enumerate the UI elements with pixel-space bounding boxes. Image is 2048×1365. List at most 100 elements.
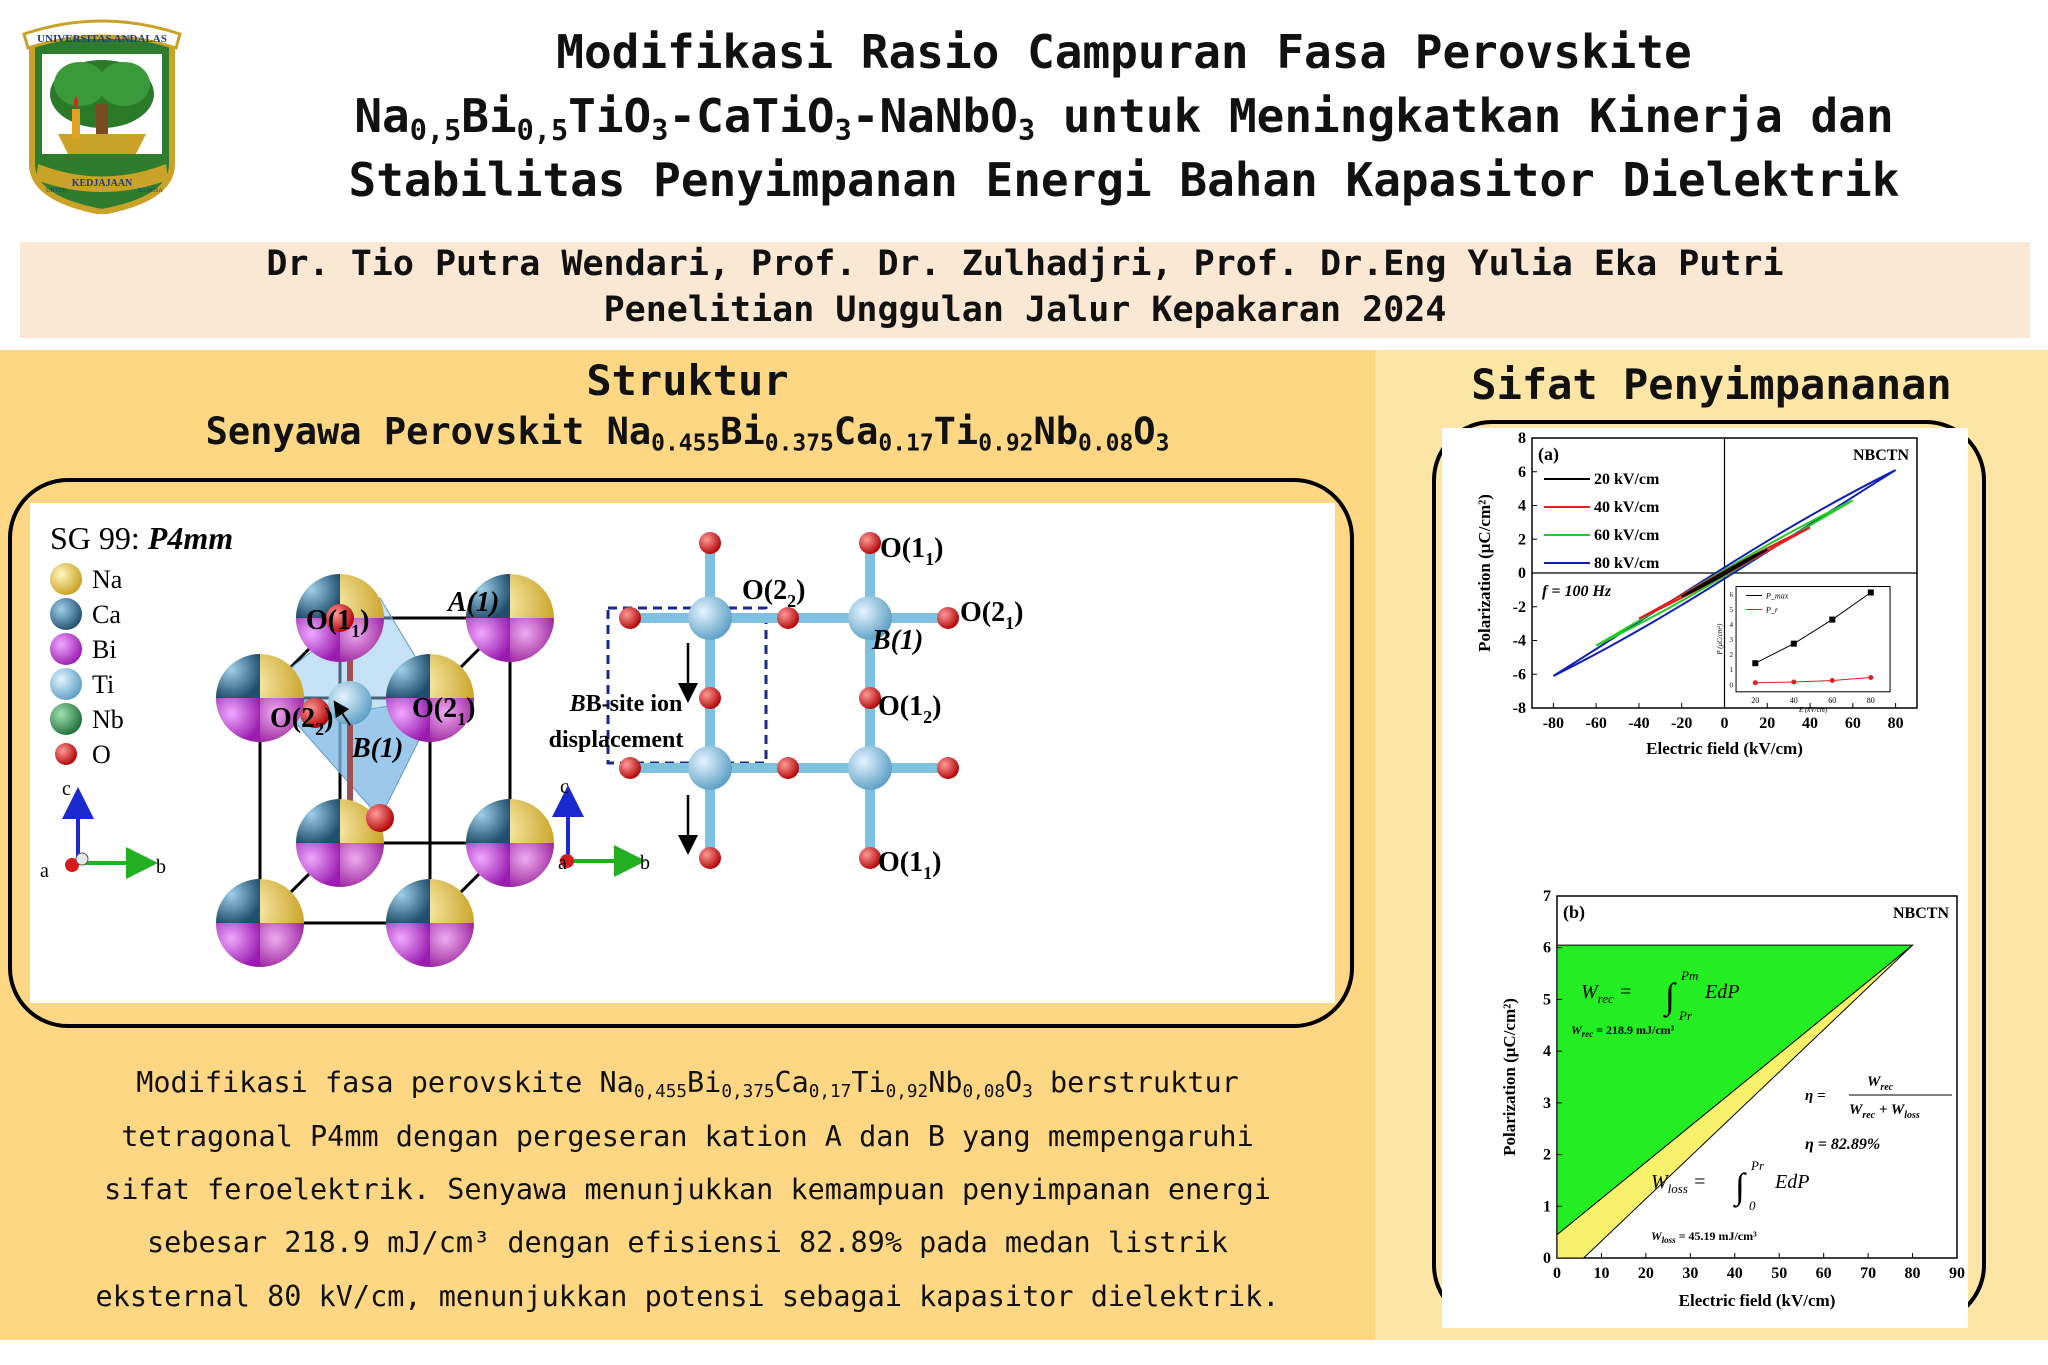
space-group-label: SG 99: P4mm	[50, 520, 233, 556]
chart-b-xtick: 50	[1771, 1265, 1787, 1282]
oxygen-atom	[937, 757, 959, 779]
chart-b-xlabel: Electric field (kV/cm)	[1679, 1291, 1836, 1310]
chart-a-legend-label: 40 kV/cm	[1594, 499, 1660, 516]
svg-text:B(1): B(1)	[871, 625, 923, 656]
oxygen-atom	[699, 687, 721, 709]
chart-b-ytick: 0	[1543, 1250, 1551, 1267]
energy-storage-chart: 0 10 20 30 40 50 60 70 80 90 0 1 2 3 4 5 6 7 Electric fiel…	[1500, 888, 1965, 1310]
chart-a-xtick: -60	[1586, 715, 1607, 732]
loop-20	[1681, 548, 1768, 598]
oxygen-atom	[859, 847, 881, 869]
svg-text:displacement: displacement	[549, 727, 684, 753]
inset-point	[1752, 660, 1759, 667]
svg-text:O(11): O(11)	[878, 847, 941, 883]
svg-text:Wloss =: Wloss =	[1651, 1171, 1706, 1196]
svg-text:O(12): O(12)	[878, 691, 941, 727]
inset-legend-label: P_r	[1765, 606, 1779, 615]
legend-label-ti: Ti	[92, 670, 114, 699]
svg-text:a: a	[558, 852, 567, 874]
chart-b-panel-label: (b)	[1563, 902, 1585, 923]
inset-xtick: 40	[1790, 696, 1798, 705]
structure-heading: Struktur	[586, 356, 789, 405]
chart-a-legend-label: 20 kV/cm	[1594, 471, 1660, 488]
chart-b-ytick: 4	[1543, 1043, 1551, 1060]
storage-heading: Sifat Penyimpananan	[1471, 360, 1952, 409]
legend-swatch-nb	[50, 703, 82, 735]
chart-b-xtick: 10	[1593, 1265, 1609, 1282]
wrec-value: Wrec = 218.9 mJ/cm³	[1571, 1023, 1675, 1039]
inset-ytick: 5	[1730, 606, 1734, 614]
svg-text:b: b	[640, 852, 650, 874]
a-site-atom-back-2	[296, 799, 384, 887]
svg-text:Pr: Pr	[1750, 1158, 1765, 1173]
structure-subheading: Senyawa Perovskit Na0.455Bi0.375Ca0.17Ti…	[205, 410, 1170, 457]
chart-b-ytick: 7	[1543, 888, 1551, 905]
chart-b-xtick: 80	[1905, 1265, 1921, 1282]
element-legend: Na Ca Bi Ti Nb O	[50, 563, 124, 769]
structure-frame	[8, 478, 1354, 1028]
chart-a-xlabel: Electric field (kV/cm)	[1646, 739, 1803, 758]
inset-point	[1791, 679, 1797, 685]
hysteresis-chart: -80 -60 -40 -20 0 20 40 60 80-8-6-4-202468Electr…	[1475, 430, 1918, 758]
legend-swatch-o	[55, 743, 77, 765]
a-site-atom-back-1	[466, 574, 554, 662]
chart-a-xtick: 0	[1721, 715, 1729, 732]
storage-charts: -80 -60 -40 -20 0 20 40 60 80-8-6-4-202468Electr…	[1442, 428, 1968, 1328]
chart-b-xtick: 20	[1638, 1265, 1654, 1282]
efficiency-value: η = 82.89%	[1805, 1136, 1880, 1153]
legend-label-na: Na	[92, 565, 123, 594]
svg-text:O(21): O(21)	[412, 693, 475, 729]
inset-point	[1790, 640, 1797, 647]
b-site-atom	[688, 746, 732, 790]
inset-ytick: 0	[1730, 681, 1734, 689]
university-logo: UNIVERSITAS ANDALAS KEDJAJAAN UNTUK BANG…	[22, 19, 182, 214]
wloss-value: Wloss = 45.19 mJ/cm³	[1651, 1229, 1757, 1245]
oxygen-atom	[619, 757, 641, 779]
svg-text:EdP: EdP	[1774, 1171, 1809, 1193]
svg-text:Wrec: Wrec	[1867, 1074, 1894, 1093]
chart-b-tag: NBCTN	[1893, 905, 1949, 922]
inset-series-line	[1755, 677, 1871, 684]
efficiency-formula: η = Wrec Wrec + Wloss	[1805, 1074, 1952, 1121]
description-line-2: tetragonal P4mm dengan pergeseran kation…	[121, 1120, 1254, 1153]
oxygen-atom	[699, 847, 721, 869]
oxygen-atom	[619, 607, 641, 629]
legend-swatch-ti	[50, 668, 82, 700]
inset-legend-label: P_max	[1765, 592, 1789, 601]
chart-a-ytick: -2	[1513, 599, 1526, 616]
inset-ylabel: P (μC/cm²)	[1716, 623, 1724, 656]
oxygen-atom	[777, 607, 799, 629]
chart-b-ytick: 6	[1543, 940, 1551, 957]
svg-text:c: c	[62, 778, 71, 800]
svg-text:O(11): O(11)	[306, 605, 369, 641]
chart-b-xtick: 40	[1727, 1265, 1743, 1282]
chart-a-ytick: -8	[1513, 700, 1526, 717]
inset-xlabel: E (kV/cm)	[1798, 706, 1828, 714]
description-line-1: Modifikasi fasa perovskite Na0,455Bi0,37…	[136, 1066, 1239, 1102]
chart-a-tag: NBCTN	[1853, 447, 1909, 464]
chart-b-xtick: 70	[1860, 1265, 1876, 1282]
a-site-atom-front-3	[386, 879, 474, 967]
chart-b-xtick: 0	[1553, 1265, 1561, 1282]
inset-point	[1829, 678, 1835, 684]
chart-a-xtick: -20	[1671, 715, 1692, 732]
axes-indicator-right: c b a	[552, 776, 650, 877]
oxygen-atom	[937, 607, 959, 629]
svg-text:O(21): O(21)	[960, 597, 1023, 633]
chart-a-xtick: -40	[1628, 715, 1649, 732]
chart-a-xtick: 80	[1888, 715, 1904, 732]
b-site-atom	[688, 596, 732, 640]
a-site-atom-front-1	[386, 654, 474, 742]
b-site-atom	[848, 596, 892, 640]
chart-b-xtick: 30	[1682, 1265, 1698, 1282]
chart-a-xtick: 60	[1845, 715, 1861, 732]
description-line-4: sebesar 218.9 mJ/cm³ dengan efisiensi 82…	[147, 1226, 1228, 1259]
legend-swatch-bi	[50, 633, 82, 665]
chart-a-note: f = 100 Hz	[1542, 583, 1612, 600]
inset-xtick: 80	[1867, 696, 1875, 705]
chart-b-ytick: 1	[1543, 1198, 1551, 1215]
svg-text:O(22): O(22)	[742, 575, 805, 611]
legend-swatch-ca	[50, 598, 82, 630]
b-site-atom	[328, 681, 372, 725]
description-line-3: sifat feroelektrik. Senyawa menunjukkan …	[104, 1173, 1271, 1206]
